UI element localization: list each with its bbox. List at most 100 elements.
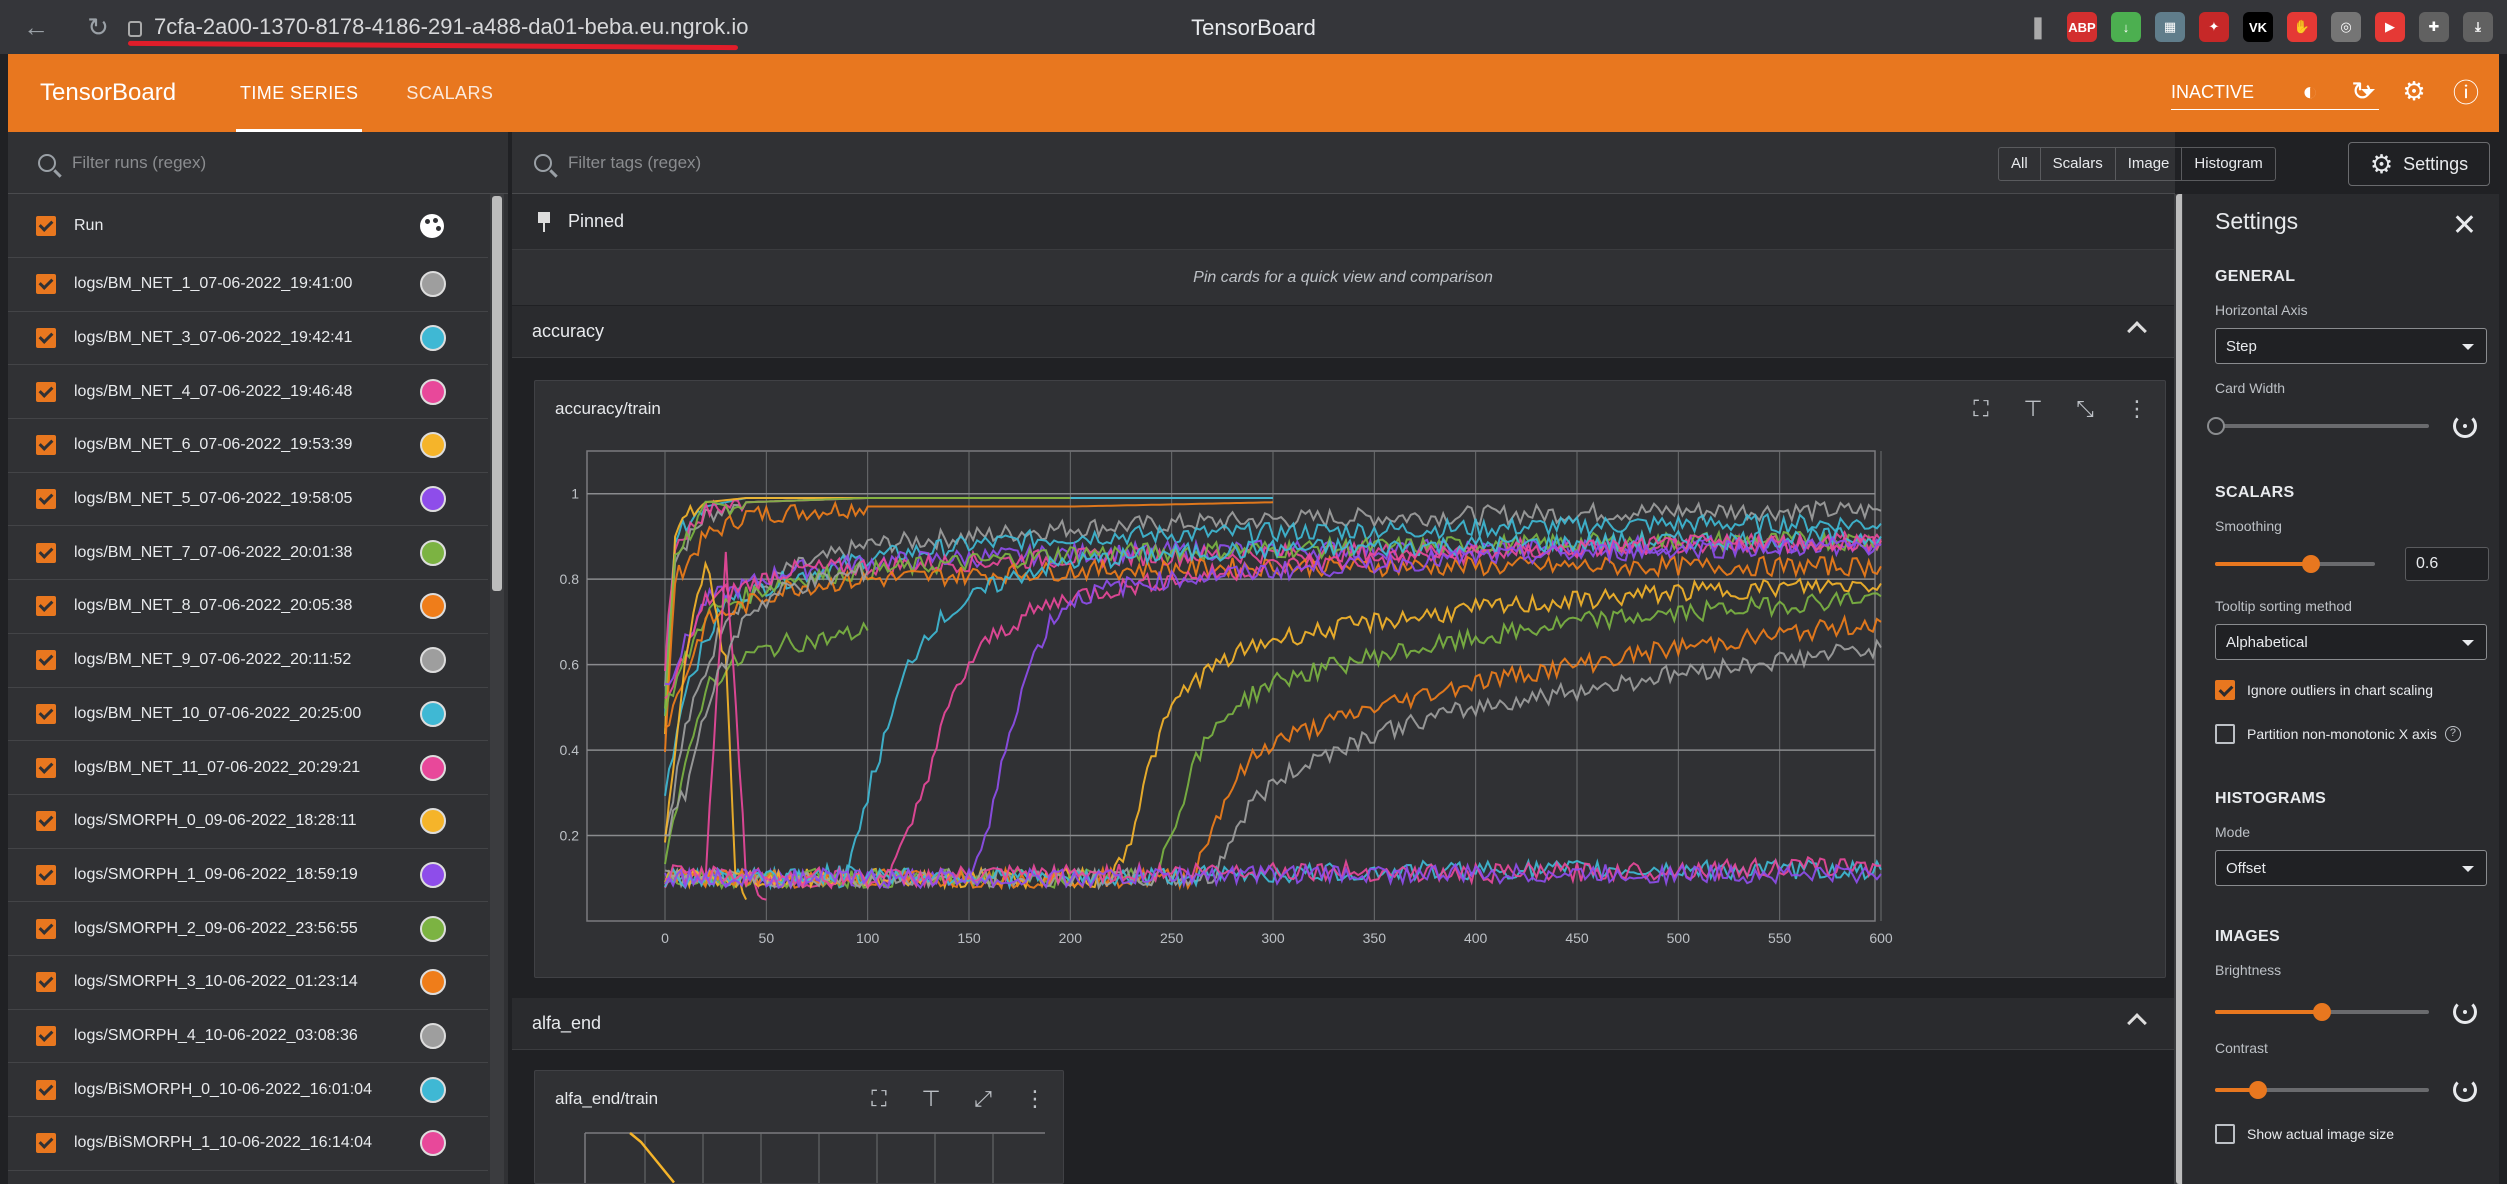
more-vert-icon[interactable]: ⋮	[1024, 1086, 1046, 1111]
run-checkbox[interactable]	[36, 703, 56, 724]
run-checkbox[interactable]	[36, 274, 56, 295]
extension-dev-icon[interactable]: ✦	[2199, 12, 2229, 42]
run-color-swatch[interactable]	[420, 700, 446, 727]
tab-time-series[interactable]: TIME SERIES	[236, 54, 363, 132]
expand-icon[interactable]: ⤢	[974, 1086, 992, 1111]
download-helper-icon[interactable]: ↓	[2111, 12, 2141, 42]
run-checkbox[interactable]	[36, 596, 56, 617]
select-all-checkbox[interactable]	[36, 215, 56, 236]
run-color-swatch[interactable]	[420, 539, 446, 566]
run-color-swatch[interactable]	[420, 378, 446, 405]
type-filter-image[interactable]: Image	[2116, 148, 2183, 180]
run-color-swatch[interactable]	[420, 808, 446, 835]
palette-icon[interactable]	[420, 213, 444, 238]
card-width-slider[interactable]	[2207, 417, 2429, 435]
run-color-swatch[interactable]	[420, 593, 446, 620]
brightness-slider-thumb[interactable]	[2313, 1003, 2331, 1021]
group-header-alfa-end[interactable]: alfa_end	[512, 998, 2174, 1050]
run-checkbox[interactable]	[36, 1133, 56, 1154]
actual-image-size-checkbox[interactable]: Show actual image size	[2215, 1124, 2394, 1144]
horizontal-axis-select[interactable]: Step	[2215, 328, 2487, 364]
tooltip-sorting-select[interactable]: Alphabetical	[2215, 624, 2487, 660]
reload-status-select[interactable]: INACTIVE	[2171, 76, 2379, 110]
more-vert-icon[interactable]: ⋮	[2126, 396, 2148, 421]
run-row[interactable]: logs/BM_NET_5_07-06-2022_19:58:05	[8, 473, 488, 527]
partition-checkbox[interactable]: Partition non-monotonic X axis ?	[2215, 724, 2461, 744]
reset-brightness-icon[interactable]	[2453, 1000, 2477, 1024]
smoothing-input[interactable]: 0.6	[2405, 547, 2489, 581]
alfa-end-train-chart[interactable]	[545, 1125, 1055, 1184]
reload-icon[interactable]: ↻	[87, 11, 109, 42]
run-row[interactable]: logs/BM_NET_11_07-06-2022_20:29:21	[8, 741, 488, 795]
gear-icon[interactable]: ⚙	[2402, 75, 2426, 106]
tab-scalars[interactable]: SCALARS	[406, 83, 494, 103]
run-checkbox[interactable]	[36, 972, 56, 993]
run-row[interactable]: logs/SMORPH_0_09-06-2022_18:28:11	[8, 795, 488, 849]
fit-domain-icon[interactable]: ⛶	[1973, 396, 1989, 421]
run-row[interactable]: logs/BM_NET_3_07-06-2022_19:42:41	[8, 312, 488, 366]
reset-contrast-icon[interactable]	[2453, 1078, 2477, 1102]
run-row[interactable]: logs/BM_NET_4_07-06-2022_19:46:48	[8, 365, 488, 420]
contrast-slider[interactable]	[2215, 1081, 2429, 1099]
tag-filter-input[interactable]: Filter tags (regex)	[512, 132, 2175, 194]
extension-grid-icon[interactable]: ▦	[2155, 12, 2185, 42]
runs-filter-input[interactable]: Filter runs (regex)	[8, 132, 508, 194]
run-checkbox[interactable]	[36, 1025, 56, 1046]
run-color-swatch[interactable]	[420, 1076, 446, 1103]
type-filter-scalars[interactable]: Scalars	[2041, 148, 2116, 180]
run-checkbox[interactable]	[36, 650, 56, 671]
run-row[interactable]: logs/SMORPH_2_09-06-2022_23:56:55	[8, 902, 488, 956]
run-color-swatch[interactable]	[420, 754, 446, 781]
run-color-swatch[interactable]	[420, 432, 446, 459]
run-row[interactable]: logs/BM_NET_10_07-06-2022_20:25:00	[8, 688, 488, 742]
runs-scrollbar[interactable]	[490, 194, 504, 1184]
globe-icon[interactable]: ◎	[2331, 12, 2361, 42]
smoothing-slider-thumb[interactable]	[2302, 555, 2320, 573]
smoothing-slider[interactable]	[2215, 555, 2375, 573]
run-row[interactable]: logs/SMORPH_3_10-06-2022_01:23:14	[8, 956, 488, 1010]
ignore-outliers-checkbox[interactable]: Ignore outliers in chart scaling	[2215, 680, 2433, 700]
fit-domain-icon[interactable]: ⛶	[871, 1086, 887, 1111]
type-filter-histogram[interactable]: Histogram	[2194, 155, 2263, 172]
help-icon[interactable]: ?	[2444, 726, 2461, 742]
theme-toggle-icon[interactable]: ◐	[2302, 75, 2318, 106]
download-icon[interactable]: ⤓	[2463, 12, 2493, 42]
run-row[interactable]: logs/BM_NET_9_07-06-2022_20:11:52	[8, 634, 488, 688]
run-color-swatch[interactable]	[420, 915, 446, 942]
run-row[interactable]: logs/BM_NET_1_07-06-2022_19:41:00	[8, 258, 488, 312]
pin-card-icon[interactable]: ⊤	[2023, 396, 2043, 421]
address-bar[interactable]: 7cfa-2a00-1370-8178-4186-291-a488-da01-b…	[127, 12, 748, 51]
puzzle-icon[interactable]: ✚	[2419, 12, 2449, 42]
card-width-slider-thumb[interactable]	[2207, 417, 2225, 435]
refresh-icon[interactable]: ↻	[2351, 75, 2373, 106]
run-row[interactable]: logs/SMORPH_1_09-06-2022_18:59:19	[8, 849, 488, 903]
run-checkbox[interactable]	[36, 328, 56, 349]
run-checkbox[interactable]	[36, 1079, 56, 1100]
run-color-swatch[interactable]	[420, 969, 446, 996]
run-color-swatch[interactable]	[420, 861, 446, 888]
bookmark-icon[interactable]: ❚	[2028, 14, 2048, 39]
run-checkbox[interactable]	[36, 811, 56, 832]
youtube-icon[interactable]: ▶	[2375, 12, 2405, 42]
group-header-accuracy[interactable]: accuracy	[512, 306, 2174, 358]
run-color-swatch[interactable]	[420, 1130, 446, 1157]
accuracy-train-chart[interactable]: 0 50 100 150 200 250 300 350 400 450 500 550 600 0.2 0…	[545, 441, 2145, 961]
contrast-slider-thumb[interactable]	[2248, 1081, 2267, 1099]
run-checkbox[interactable]	[36, 489, 56, 510]
run-color-swatch[interactable]	[420, 271, 446, 298]
run-checkbox[interactable]	[36, 918, 56, 939]
help-icon[interactable]: ⓘ	[2452, 77, 2479, 108]
run-row[interactable]: logs/SMORPH_4_10-06-2022_03:08:36	[8, 1010, 488, 1064]
stop-hand-icon[interactable]: ✋	[2287, 12, 2317, 42]
run-color-swatch[interactable]	[420, 1022, 446, 1049]
histogram-mode-select[interactable]: Offset	[2215, 850, 2487, 886]
run-checkbox[interactable]	[36, 864, 56, 885]
run-row[interactable]: logs/BM_NET_6_07-06-2022_19:53:39	[8, 419, 488, 473]
run-row[interactable]: logs/BiSMORPH_1_10-06-2022_16:14:04	[8, 1117, 488, 1171]
back-icon[interactable]: ←	[23, 11, 49, 42]
abp-icon[interactable]: ABP	[2067, 12, 2097, 42]
run-color-swatch[interactable]	[420, 325, 446, 352]
run-color-swatch[interactable]	[420, 486, 446, 513]
reset-card-width-icon[interactable]	[2453, 414, 2477, 438]
run-checkbox[interactable]	[36, 542, 56, 563]
